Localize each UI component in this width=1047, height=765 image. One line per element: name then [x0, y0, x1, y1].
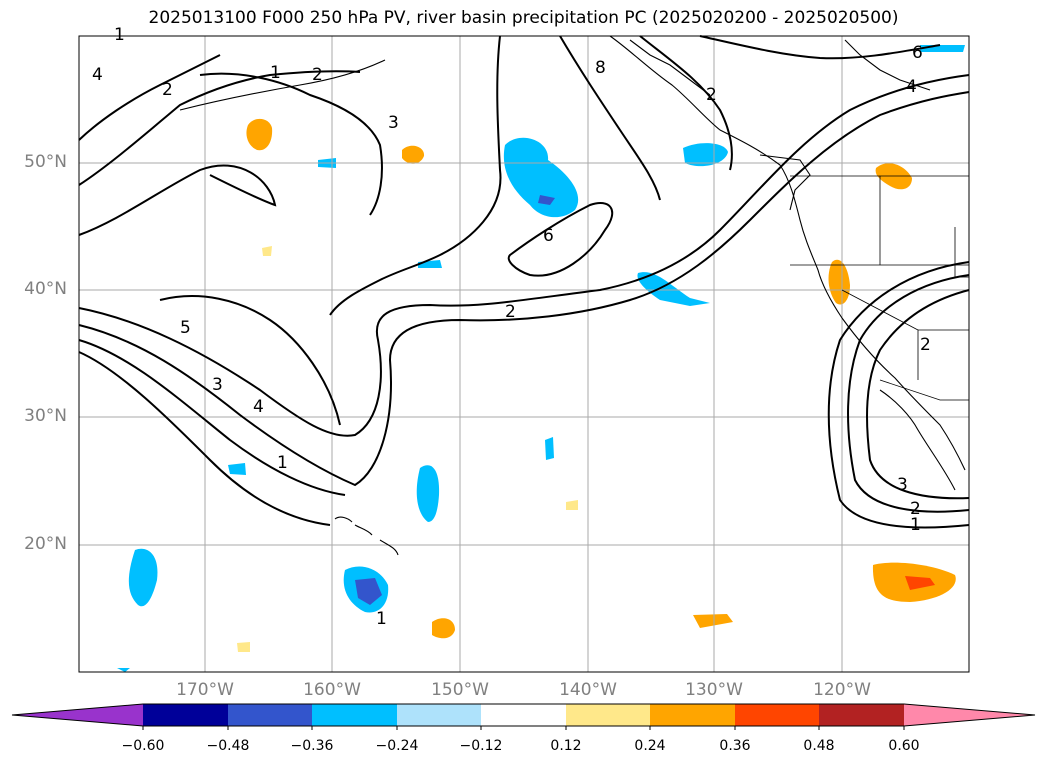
colorbar-tick-label: −0.48	[206, 738, 250, 754]
contour-label: 4	[92, 65, 103, 85]
contour-label: 8	[595, 58, 606, 78]
neg-patch	[503, 137, 579, 218]
contour-label: 1	[270, 63, 281, 83]
map-title: 2025013100 F000 250 hPa PV, river basin …	[148, 8, 899, 28]
lon-label-140w: 140°W	[559, 680, 617, 700]
neg-patch-core	[355, 578, 382, 605]
colorbar-tick-label: 0.48	[803, 738, 835, 754]
colorbar-tick-label: −0.12	[459, 738, 503, 754]
colorbar-tick-label: −0.36	[290, 738, 334, 754]
map-panel: 1 2 4 2 1 3 2 8 4 6 2 6 5 3 4 1 2 3 2 1 …	[78, 25, 970, 673]
lon-label-130w: 130°W	[685, 680, 743, 700]
neg-patch	[128, 548, 158, 607]
contour-label: 2	[910, 499, 921, 519]
neg-patch	[920, 45, 965, 52]
colorbar-segment	[312, 704, 397, 726]
contour-label: 2	[312, 65, 323, 85]
contour-label: 3	[212, 375, 223, 395]
lon-label-160w: 160°W	[303, 680, 361, 700]
contour-label: 3	[897, 475, 908, 495]
contour-label: 1	[114, 25, 125, 45]
contour-label: 1	[277, 453, 288, 473]
contour-label: 4	[253, 397, 264, 417]
neg-patch	[117, 668, 130, 672]
colorbar-tick-label: 0.36	[719, 738, 751, 754]
colorbar-segment	[12, 704, 143, 726]
contour-label: 3	[388, 113, 399, 133]
pos-patch	[828, 259, 850, 305]
neg-patch	[228, 463, 246, 475]
colorbar-tick-label: −0.24	[375, 738, 419, 754]
lon-label-120w: 120°W	[813, 680, 871, 700]
colorbar-segment	[904, 704, 1035, 726]
contour-label: 6	[543, 226, 554, 246]
neg-patch	[683, 143, 728, 167]
colorbar-tick-label: 0.60	[888, 738, 920, 754]
colorbar-segment	[735, 704, 819, 726]
lat-label-20n: 20°N	[24, 534, 67, 554]
lat-label-50n: 50°N	[24, 152, 67, 172]
neg-patch	[545, 437, 554, 460]
colorbar	[11, 703, 1036, 730]
pos-patch-core	[905, 576, 935, 590]
contour-label: 2	[505, 302, 516, 322]
lon-label-150w: 150°W	[431, 680, 489, 700]
contour-label: 1	[910, 515, 921, 535]
pos-patch	[402, 145, 425, 164]
pos-patch	[566, 500, 578, 510]
pos-patch	[262, 246, 272, 256]
lat-label-30n: 30°N	[24, 406, 67, 426]
contour-label: 6	[912, 43, 923, 63]
contour-labels: 1 2 4 2 1 3 2 8 4 6 2 6 5 3 4 1 2 3 2 1 …	[92, 25, 931, 629]
contour-label: 1	[376, 609, 387, 629]
state-borders	[790, 175, 969, 401]
colorbar-tick-label: 0.12	[550, 738, 582, 754]
pos-patch	[246, 118, 273, 151]
pos-patch	[432, 618, 455, 639]
pos-patch	[237, 642, 250, 652]
colorbar-segment	[566, 704, 650, 726]
colorbar-tick-label: 0.24	[634, 738, 666, 754]
colorbar-tick-label: −0.60	[121, 738, 165, 754]
neg-patch	[637, 272, 710, 306]
gridlines	[79, 36, 969, 672]
colorbar-segment	[481, 704, 566, 726]
contour-label: 2	[706, 85, 717, 105]
contour-label: 2	[162, 80, 173, 100]
neg-patch	[416, 465, 440, 522]
lon-label-170w: 170°W	[176, 680, 234, 700]
colorbar-segment	[397, 704, 481, 726]
contour-label: 5	[180, 318, 191, 338]
colorbar-segment	[143, 704, 228, 726]
neg-patch-core	[538, 195, 555, 205]
pos-patch	[693, 614, 733, 628]
coastlines	[179, 35, 966, 556]
contour-label: 2	[920, 335, 931, 355]
colorbar-segment	[228, 704, 312, 726]
colorbar-segment	[819, 704, 904, 726]
pv-contours	[78, 35, 970, 529]
contour-label: 4	[906, 77, 917, 97]
colorbar-segment	[650, 704, 735, 726]
lat-label-40n: 40°N	[24, 279, 67, 299]
